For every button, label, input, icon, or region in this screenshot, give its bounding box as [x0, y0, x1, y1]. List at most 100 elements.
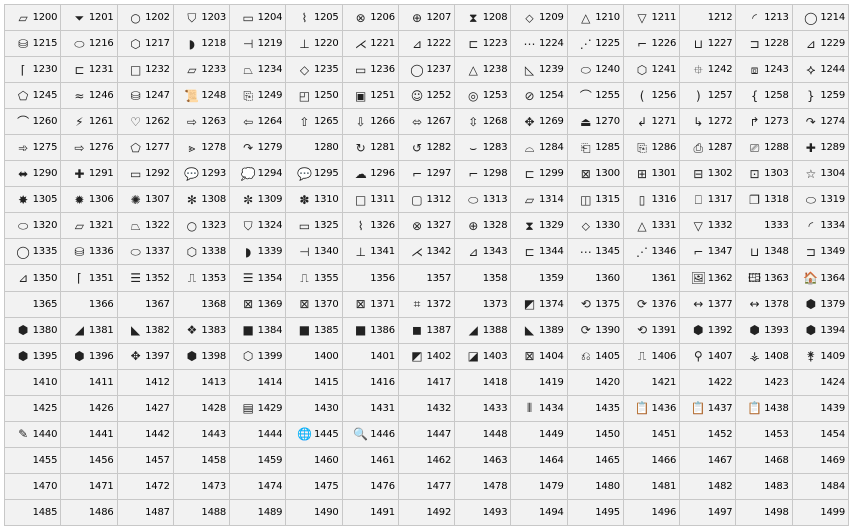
grid-cell-1207[interactable]: ⊕ 1207 [398, 5, 455, 31]
grid-cell-1466[interactable]: 1466 [623, 447, 680, 473]
grid-cell-1493[interactable]: 1493 [455, 499, 511, 525]
grid-cell-1352[interactable]: ☰ 1352 [117, 265, 173, 291]
grid-cell-1393[interactable]: ⬢ 1393 [736, 317, 792, 343]
grid-cell-1482[interactable]: 1482 [680, 473, 736, 499]
grid-cell-1345[interactable]: ⋯ 1345 [567, 239, 623, 265]
grid-cell-1404[interactable]: ⊠ 1404 [511, 343, 567, 369]
grid-cell-1278[interactable]: ⪢ 1278 [173, 135, 230, 161]
grid-cell-1373[interactable]: 1373 [455, 291, 511, 317]
grid-cell-1258[interactable]: {1258 [736, 83, 792, 109]
grid-cell-1418[interactable]: 1418 [455, 369, 511, 395]
grid-cell-1287[interactable]: ⎙ 1287 [680, 135, 736, 161]
grid-cell-1298[interactable]: ⌐ 1298 [455, 161, 511, 187]
grid-cell-1406[interactable]: ⎍ 1406 [623, 343, 680, 369]
grid-cell-1205[interactable]: ⌇ 1205 [286, 5, 342, 31]
grid-cell-1460[interactable]: 1460 [286, 447, 342, 473]
grid-cell-1213[interactable]: ◜ 1213 [736, 5, 792, 31]
grid-cell-1480[interactable]: 1480 [567, 473, 623, 499]
grid-cell-1330[interactable]: ⬦ 1330 [567, 213, 623, 239]
grid-cell-1468[interactable]: 1468 [736, 447, 792, 473]
grid-cell-1322[interactable]: ⏢ 1322 [117, 213, 173, 239]
grid-cell-1395[interactable]: ⬢ 1395 [5, 343, 61, 369]
grid-cell-1379[interactable]: ⬢ 1379 [792, 291, 848, 317]
grid-cell-1289[interactable]: ✚ 1289 [792, 135, 848, 161]
grid-cell-1384[interactable]: ■ 1384 [230, 317, 286, 343]
grid-cell-1209[interactable]: ⬦ 1209 [511, 5, 567, 31]
grid-cell-1402[interactable]: ◩ 1402 [398, 343, 455, 369]
grid-cell-1477[interactable]: 1477 [398, 473, 455, 499]
grid-cell-1236[interactable]: ▭ 1236 [342, 57, 398, 83]
grid-cell-1317[interactable]: ⎕ 1317 [680, 187, 736, 213]
grid-cell-1411[interactable]: 1411 [61, 369, 117, 395]
grid-cell-1409[interactable]: ⚵ 1409 [792, 343, 848, 369]
grid-cell-1431[interactable]: 1431 [342, 395, 398, 421]
grid-cell-1208[interactable]: ⧗ 1208 [455, 5, 511, 31]
grid-cell-1439[interactable]: 1439 [792, 395, 848, 421]
grid-cell-1227[interactable]: ⊔ 1227 [680, 31, 736, 57]
grid-cell-1378[interactable]: ↔ 1378 [736, 291, 792, 317]
grid-cell-1270[interactable]: ⏏ 1270 [567, 109, 623, 135]
grid-cell-1367[interactable]: 1367 [117, 291, 173, 317]
grid-cell-1408[interactable]: ⚶ 1408 [736, 343, 792, 369]
grid-cell-1333[interactable]: 1333 [736, 213, 792, 239]
grid-cell-1433[interactable]: 1433 [455, 395, 511, 421]
grid-cell-1257[interactable]: ) 1257 [680, 83, 736, 109]
grid-cell-1353[interactable]: ⎍ 1353 [173, 265, 230, 291]
grid-cell-1241[interactable]: ⬡ 1241 [623, 57, 680, 83]
grid-cell-1403[interactable]: ◪ 1403 [455, 343, 511, 369]
grid-cell-1383[interactable]: ❖ 1383 [173, 317, 230, 343]
grid-cell-1423[interactable]: 1423 [736, 369, 792, 395]
grid-cell-1286[interactable]: ⎘ 1286 [623, 135, 680, 161]
grid-cell-1451[interactable]: 1451 [623, 421, 680, 447]
grid-cell-1375[interactable]: ⟲ 1375 [567, 291, 623, 317]
grid-cell-1305[interactable]: ✸ 1305 [5, 187, 61, 213]
grid-cell-1312[interactable]: ▢ 1312 [398, 187, 455, 213]
grid-cell-1450[interactable]: 1450 [567, 421, 623, 447]
grid-cell-1342[interactable]: ⋌ 1342 [398, 239, 455, 265]
grid-cell-1230[interactable]: ⌈ 1230 [5, 57, 61, 83]
grid-cell-1319[interactable]: ⬭ 1319 [792, 187, 848, 213]
grid-cell-1293[interactable]: 💬 1293 [173, 161, 230, 187]
grid-cell-1356[interactable]: 1356 [342, 265, 398, 291]
grid-cell-1216[interactable]: ⬭ 1216 [61, 31, 117, 57]
grid-cell-1359[interactable]: 1359 [511, 265, 567, 291]
grid-cell-1487[interactable]: 1487 [117, 499, 173, 525]
grid-cell-1390[interactable]: ⟳ 1390 [567, 317, 623, 343]
grid-cell-1235[interactable]: ◇ 1235 [286, 57, 342, 83]
grid-cell-1346[interactable]: ⋰ 1346 [623, 239, 680, 265]
grid-cell-1260[interactable]: ⌒ 1260 [5, 109, 61, 135]
grid-cell-1374[interactable]: ◩ 1374 [511, 291, 567, 317]
grid-cell-1495[interactable]: 1495 [567, 499, 623, 525]
grid-cell-1496[interactable]: 1496 [623, 499, 680, 525]
grid-cell-1419[interactable]: 1419 [511, 369, 567, 395]
grid-cell-1425[interactable]: 1425 [5, 395, 61, 421]
grid-cell-1391[interactable]: ⟲ 1391 [623, 317, 680, 343]
grid-cell-1234[interactable]: ⏢ 1234 [230, 57, 286, 83]
grid-cell-1447[interactable]: 1447 [398, 421, 455, 447]
grid-cell-1362[interactable]: 🖼 1362 [680, 265, 736, 291]
grid-cell-1295[interactable]: 💬 1295 [286, 161, 342, 187]
grid-cell-1473[interactable]: 1473 [173, 473, 230, 499]
grid-cell-1437[interactable]: 📋 1437 [680, 395, 736, 421]
grid-cell-1475[interactable]: 1475 [286, 473, 342, 499]
grid-cell-1306[interactable]: ✹ 1306 [61, 187, 117, 213]
grid-cell-1470[interactable]: 1470 [5, 473, 61, 499]
grid-cell-1321[interactable]: ▱ 1321 [61, 213, 117, 239]
grid-cell-1400[interactable]: 1400 [286, 343, 342, 369]
grid-cell-1248[interactable]: 📜 1248 [173, 83, 230, 109]
grid-cell-1407[interactable]: ⚲ 1407 [680, 343, 736, 369]
grid-cell-1401[interactable]: 1401 [342, 343, 398, 369]
grid-cell-1253[interactable]: ◎ 1253 [455, 83, 511, 109]
grid-cell-1268[interactable]: ⇳ 1268 [455, 109, 511, 135]
grid-cell-1358[interactable]: 1358 [455, 265, 511, 291]
grid-cell-1246[interactable]: ≈1246 [61, 83, 117, 109]
grid-cell-1417[interactable]: 1417 [398, 369, 455, 395]
grid-cell-1318[interactable]: ❐ 1318 [736, 187, 792, 213]
grid-cell-1461[interactable]: 1461 [342, 447, 398, 473]
grid-cell-1220[interactable]: ⊥ 1220 [286, 31, 342, 57]
grid-cell-1464[interactable]: 1464 [511, 447, 567, 473]
grid-cell-1357[interactable]: 1357 [398, 265, 455, 291]
grid-cell-1459[interactable]: 1459 [230, 447, 286, 473]
grid-cell-1224[interactable]: ⋯ 1224 [511, 31, 567, 57]
grid-cell-1299[interactable]: ⊏ 1299 [511, 161, 567, 187]
